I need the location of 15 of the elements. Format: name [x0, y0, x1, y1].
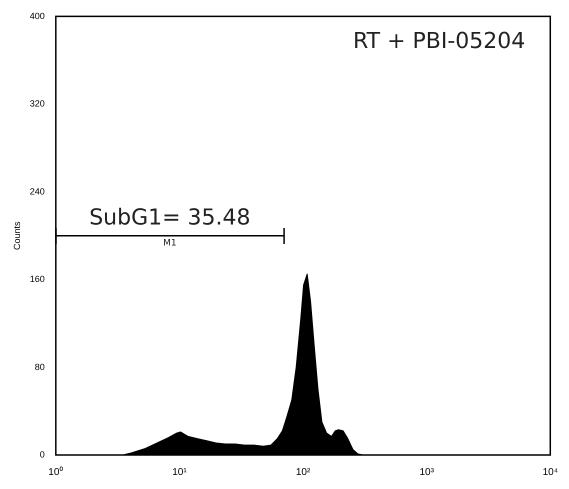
y-tick-label: 160 [30, 274, 45, 284]
annotation: M1 [163, 238, 177, 249]
y-tick-label: 80 [34, 362, 45, 372]
y-tick-label: 240 [30, 186, 45, 196]
y-tick-label: 320 [30, 98, 45, 109]
y-tick-label: 0 [40, 449, 45, 460]
y-tick-label: 400 [30, 10, 45, 21]
x-tick-label: 10⁴ [542, 466, 558, 478]
annotation: SubG1= 35.48 [89, 205, 251, 230]
x-tick-label: 10⁰ [48, 466, 64, 478]
x-tick-label: 10² [296, 466, 311, 478]
text: RT + PBI-05204 [352, 29, 526, 54]
x-tick-label: 10³ [419, 466, 435, 478]
x-tick-label: 10¹ [172, 466, 188, 478]
y-axis-title: Counts [12, 220, 22, 250]
